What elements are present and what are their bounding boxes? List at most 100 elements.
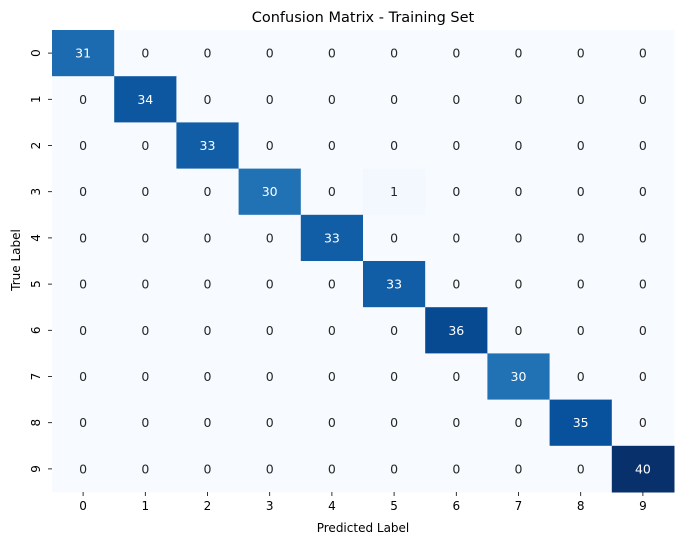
cell-value-label: 33 xyxy=(200,138,216,153)
cell-value-label: 40 xyxy=(635,461,651,476)
cell-value-label: 0 xyxy=(452,277,460,292)
y-tick-label: 6 xyxy=(29,326,43,334)
cell-value-label: 0 xyxy=(639,138,647,153)
heatmap-cell xyxy=(300,399,364,447)
heatmap-cell xyxy=(176,168,240,216)
y-tick-label: 2 xyxy=(29,142,43,150)
cell-value-label: 0 xyxy=(79,323,87,338)
y-tick-label: 9 xyxy=(29,465,43,473)
heatmap-cell xyxy=(300,353,364,401)
x-tick-label: 9 xyxy=(639,499,647,513)
heatmap-cell xyxy=(549,30,613,77)
cell-value-label: 0 xyxy=(266,369,274,384)
heatmap-cell xyxy=(114,76,177,123)
heatmap-cell xyxy=(363,399,426,447)
cell-value-label: 0 xyxy=(266,138,274,153)
heatmap-cell xyxy=(611,445,675,493)
cell-value-label: 0 xyxy=(266,230,274,245)
heatmap-cell xyxy=(238,214,302,262)
heatmap-cell xyxy=(487,76,551,123)
heatmap-cell xyxy=(52,122,115,170)
cell-value-label: 0 xyxy=(141,323,149,338)
heatmap-cell xyxy=(300,214,364,262)
heatmap-cell xyxy=(425,399,488,447)
heatmap-cell xyxy=(52,214,115,262)
cell-value-label: 0 xyxy=(452,415,460,430)
x-tick-label: 5 xyxy=(390,499,398,513)
heatmap-cell xyxy=(300,168,364,216)
heatmap-cell xyxy=(549,168,613,216)
cell-value-label: 0 xyxy=(328,369,336,384)
cell-value-label: 0 xyxy=(639,323,647,338)
heatmap-cell xyxy=(611,214,675,262)
cell-value-label: 0 xyxy=(79,277,87,292)
cell-value-label: 0 xyxy=(515,415,523,430)
heatmap-cell xyxy=(611,76,675,123)
heatmap-cell xyxy=(52,30,115,77)
heatmap-cell xyxy=(363,261,426,308)
cell-value-label: 33 xyxy=(386,277,402,292)
heatmap-cell xyxy=(300,122,364,170)
heatmap-cell xyxy=(549,445,613,493)
heatmap-cell xyxy=(176,214,240,262)
heatmap-cell xyxy=(114,399,177,447)
y-tick-label: 1 xyxy=(29,95,43,103)
cell-value-label: 0 xyxy=(141,184,149,199)
x-axis-ticks: 0 1 2 3 4 5 6 7 8 9 xyxy=(79,492,647,513)
cell-value-label: 0 xyxy=(79,461,87,476)
cell-value-label: 0 xyxy=(141,415,149,430)
heatmap-cells: 31 0 0 0 0 0 0 0 0 0 0 34 0 0 0 0 0 0 0 0 0 0 33 0 0 0 0 0 0 0 0 0 0 30 0 1… xyxy=(52,30,675,493)
heatmap-cell xyxy=(176,76,240,123)
heatmap-cell xyxy=(238,353,302,401)
cell-value-label: 0 xyxy=(141,369,149,384)
cell-value-label: 0 xyxy=(266,277,274,292)
cell-value-label: 0 xyxy=(577,184,585,199)
cell-value-label: 0 xyxy=(79,138,87,153)
heatmap-cell xyxy=(425,445,488,493)
cell-value-label: 0 xyxy=(328,138,336,153)
heatmap-cell xyxy=(611,122,675,170)
heatmap-cell xyxy=(611,307,675,354)
cell-value-label: 0 xyxy=(515,323,523,338)
cell-value-label: 0 xyxy=(141,461,149,476)
cell-value-label: 0 xyxy=(266,323,274,338)
cell-value-label: 0 xyxy=(328,323,336,338)
heatmap-cell xyxy=(52,399,115,447)
heatmap-cell xyxy=(363,214,426,262)
heatmap-cell xyxy=(549,307,613,354)
heatmap-cell xyxy=(487,261,551,308)
cell-value-label: 36 xyxy=(448,323,464,338)
heatmap-cell xyxy=(176,122,240,170)
heatmap-cell xyxy=(52,353,115,401)
cell-value-label: 0 xyxy=(204,277,212,292)
x-tick-label: 0 xyxy=(79,499,87,513)
heatmap-cell xyxy=(114,122,177,170)
heatmap-cell xyxy=(611,30,675,77)
cell-value-label: 30 xyxy=(262,184,278,199)
heatmap-cell xyxy=(238,76,302,123)
heatmap-cell xyxy=(425,76,488,123)
cell-value-label: 0 xyxy=(515,461,523,476)
x-tick-label: 3 xyxy=(266,499,274,513)
cell-value-label: 0 xyxy=(515,138,523,153)
cell-value-label: 0 xyxy=(390,415,398,430)
heatmap-cell xyxy=(549,399,613,447)
heatmap-cell xyxy=(611,353,675,401)
cell-value-label: 0 xyxy=(452,369,460,384)
cell-value-label: 0 xyxy=(79,415,87,430)
y-tick-label: 8 xyxy=(29,419,43,427)
heatmap-cell xyxy=(176,307,240,354)
cell-value-label: 0 xyxy=(204,415,212,430)
cell-value-label: 0 xyxy=(79,184,87,199)
heatmap-cell xyxy=(363,30,426,77)
y-tick-label: 0 xyxy=(29,49,43,57)
heatmap-cell xyxy=(52,261,115,308)
heatmap-cell xyxy=(611,399,675,447)
heatmap-cell xyxy=(425,307,488,354)
heatmap-cell xyxy=(549,214,613,262)
cell-value-label: 0 xyxy=(328,461,336,476)
heatmap-cell xyxy=(238,445,302,493)
x-tick-label: 4 xyxy=(328,499,336,513)
cell-value-label: 34 xyxy=(137,92,153,107)
heatmap-cell xyxy=(487,214,551,262)
